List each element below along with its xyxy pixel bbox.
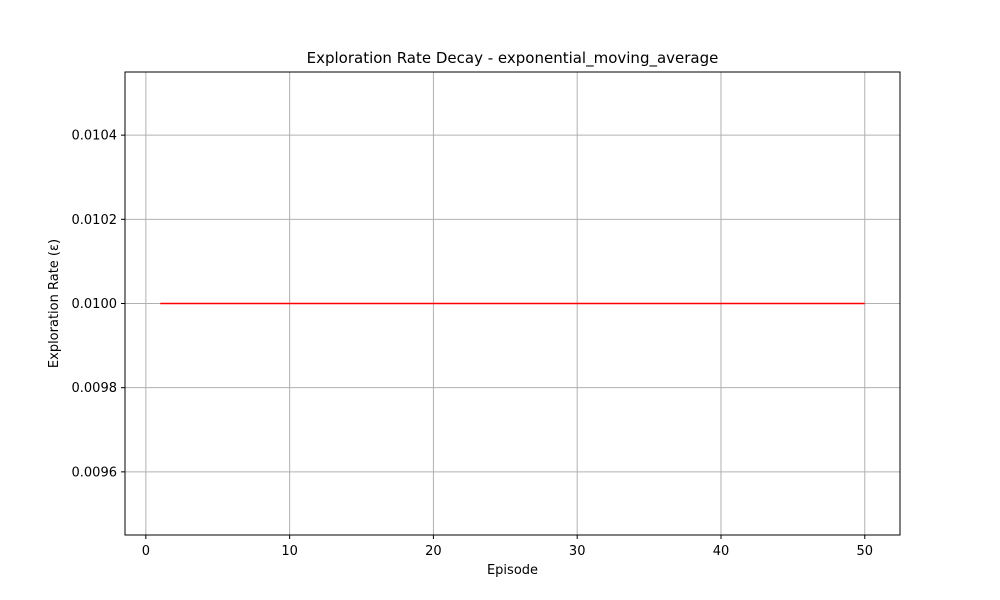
y-axis: 0.0096 0.0098 0.0100 0.0102 0.0104 (72, 129, 125, 480)
chart-title: Exploration Rate Decay - exponential_mov… (307, 49, 719, 68)
y-tick-label: 0.0102 (72, 213, 118, 228)
x-tick-label: 40 (713, 544, 730, 559)
y-tick-label: 0.0096 (72, 465, 118, 480)
x-tick-label: 10 (281, 544, 298, 559)
x-axis: 0 10 20 30 40 50 (142, 535, 873, 559)
y-tick-label: 0.0098 (72, 381, 118, 396)
y-axis-label: Exploration Rate (ε) (47, 239, 62, 368)
x-tick-label: 20 (425, 544, 442, 559)
x-tick-label: 0 (142, 544, 150, 559)
y-tick-label: 0.0104 (72, 129, 118, 144)
x-tick-label: 30 (569, 544, 586, 559)
x-axis-label: Episode (487, 563, 538, 578)
y-tick-label: 0.0100 (72, 297, 118, 312)
x-tick-label: 50 (856, 544, 873, 559)
